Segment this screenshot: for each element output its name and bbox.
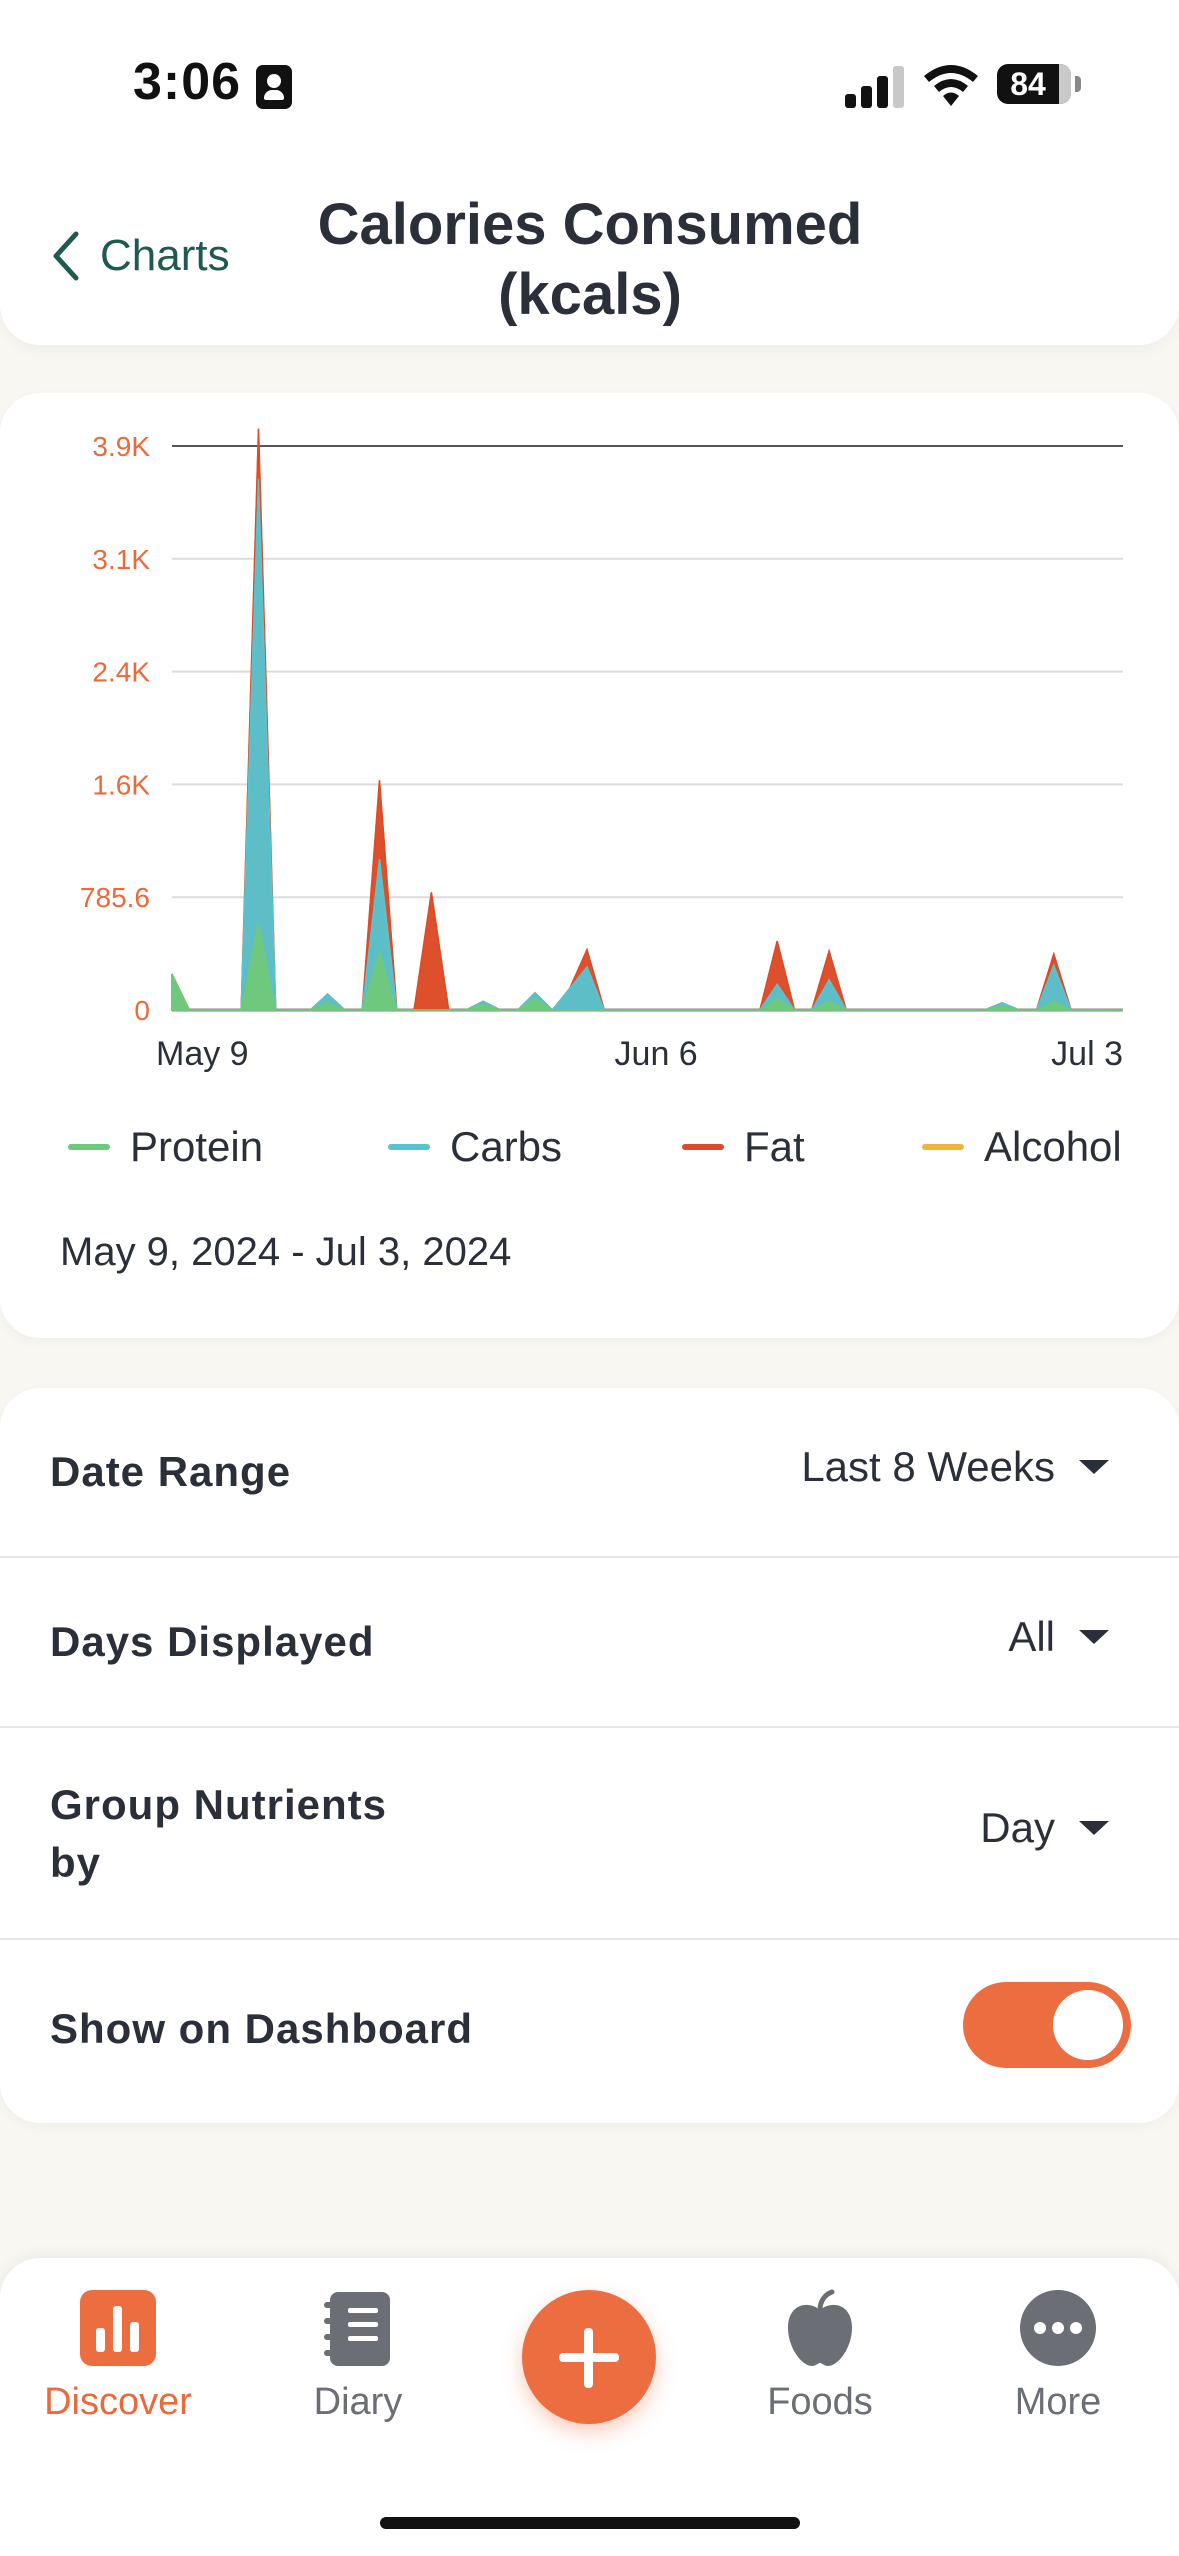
caret-down-icon (1079, 1821, 1109, 1835)
y-tick-label: 3.1K (92, 544, 150, 575)
tab-label: More (1014, 2381, 1102, 2423)
group-nutrients-select[interactable]: Day (980, 1804, 1109, 1852)
legend-item-alcohol[interactable]: Alcohol (922, 1123, 1122, 1171)
calories-chart[interactable]: 0 785.6 1.6K 2.4K 3.1K 3.9K May 9 Jun 6 Jul 3 (0, 393, 1179, 1113)
group-nutrients-label-line1: Group Nutrients (50, 1781, 387, 1828)
caret-down-icon (1079, 1460, 1109, 1474)
caret-down-icon (1079, 1630, 1109, 1644)
y-tick-label: 785.6 (80, 882, 150, 913)
page-title-line1: Calories Consumed (317, 192, 863, 257)
date-range-row[interactable]: Date Range Last 8 Weeks (0, 1388, 1179, 1558)
x-tick-label: May 9 (156, 1035, 249, 1073)
notebook-icon (324, 2292, 390, 2366)
wifi-icon (924, 65, 978, 106)
legend-label: Protein (130, 1123, 264, 1170)
date-range-value: Last 8 Weeks (801, 1443, 1055, 1490)
legend-label: Fat (744, 1123, 805, 1170)
chevron-left-icon (53, 231, 79, 281)
y-tick-label: 1.6K (92, 769, 150, 800)
y-tick-label: 0 (134, 995, 150, 1026)
show-on-dashboard-label: Show on Dashboard (50, 2005, 474, 2052)
series-area-alcohol (171, 428, 1123, 1012)
status-bar: 3:06 84 (0, 0, 1179, 150)
contact-card-icon (256, 65, 292, 109)
show-on-dashboard-toggle[interactable] (963, 1982, 1131, 2068)
legend-item-protein[interactable]: Protein (68, 1123, 263, 1171)
add-button[interactable] (522, 2290, 656, 2424)
x-tick-label: Jul 3 (1051, 1035, 1123, 1073)
legend-swatch-protein (68, 1144, 110, 1150)
more-icon (1020, 2290, 1096, 2366)
back-label: Charts (100, 231, 230, 280)
group-nutrients-row[interactable]: Group Nutrients by Day (0, 1728, 1179, 1940)
legend-item-fat[interactable]: Fat (682, 1123, 805, 1171)
days-displayed-label: Days Displayed (50, 1618, 375, 1665)
legend-swatch-carbs (388, 1144, 430, 1150)
date-range-text: May 9, 2024 - Jul 3, 2024 (60, 1230, 512, 1274)
home-indicator (380, 2517, 800, 2529)
apple-icon (788, 2289, 852, 2366)
days-displayed-row[interactable]: Days Displayed All (0, 1558, 1179, 1728)
battery-icon: 84 (997, 64, 1081, 104)
legend-swatch-fat (682, 1144, 724, 1150)
nav-header: Charts Calories Consumed (kcals) (0, 130, 1179, 345)
settings-card: Date Range Last 8 Weeks Days Displayed A… (0, 1388, 1179, 2123)
cellular-signal-icon (845, 62, 905, 108)
status-time: 3:06 (133, 53, 242, 111)
legend-swatch-alcohol (922, 1144, 964, 1150)
y-tick-label: 3.9K (92, 431, 150, 462)
chart-card: 0 785.6 1.6K 2.4K 3.1K 3.9K May 9 Jun 6 Jul 3 Pr… (0, 393, 1179, 1338)
legend-item-carbs[interactable]: Carbs (388, 1123, 562, 1171)
series-area-protein (171, 923, 1123, 1011)
tab-label: Foods (767, 2381, 873, 2423)
series-area-fat (171, 428, 1123, 1012)
chart-legend: Protein Carbs Fat Alcohol (0, 1123, 1179, 1183)
x-tick-label: Jun 6 (615, 1035, 698, 1073)
legend-label: Alcohol (984, 1123, 1122, 1170)
group-nutrients-value: Day (980, 1804, 1055, 1851)
back-button[interactable]: Charts (48, 228, 230, 284)
battery-level: 84 (1010, 66, 1046, 102)
group-nutrients-label: Group Nutrients by (50, 1776, 387, 1892)
page-title: Calories Consumed (kcals) (240, 190, 940, 330)
y-tick-label: 2.4K (92, 657, 150, 688)
tab-bar: Discover Diary Foods More (0, 2258, 1179, 2556)
page-title-line2: (kcals) (498, 262, 682, 327)
show-on-dashboard-row: Show on Dashboard (0, 1940, 1179, 2120)
days-displayed-value: All (1008, 1613, 1055, 1660)
legend-label: Carbs (450, 1123, 563, 1170)
date-range-label: Date Range (50, 1448, 292, 1495)
bar-chart-icon (80, 2290, 156, 2366)
toggle-knob (1053, 1990, 1123, 2060)
group-nutrients-label-line2: by (50, 1839, 102, 1886)
tab-label: Discover (44, 2381, 192, 2423)
days-displayed-select[interactable]: All (1008, 1613, 1109, 1661)
tab-label: Diary (313, 2381, 403, 2423)
date-range-select[interactable]: Last 8 Weeks (801, 1443, 1109, 1491)
